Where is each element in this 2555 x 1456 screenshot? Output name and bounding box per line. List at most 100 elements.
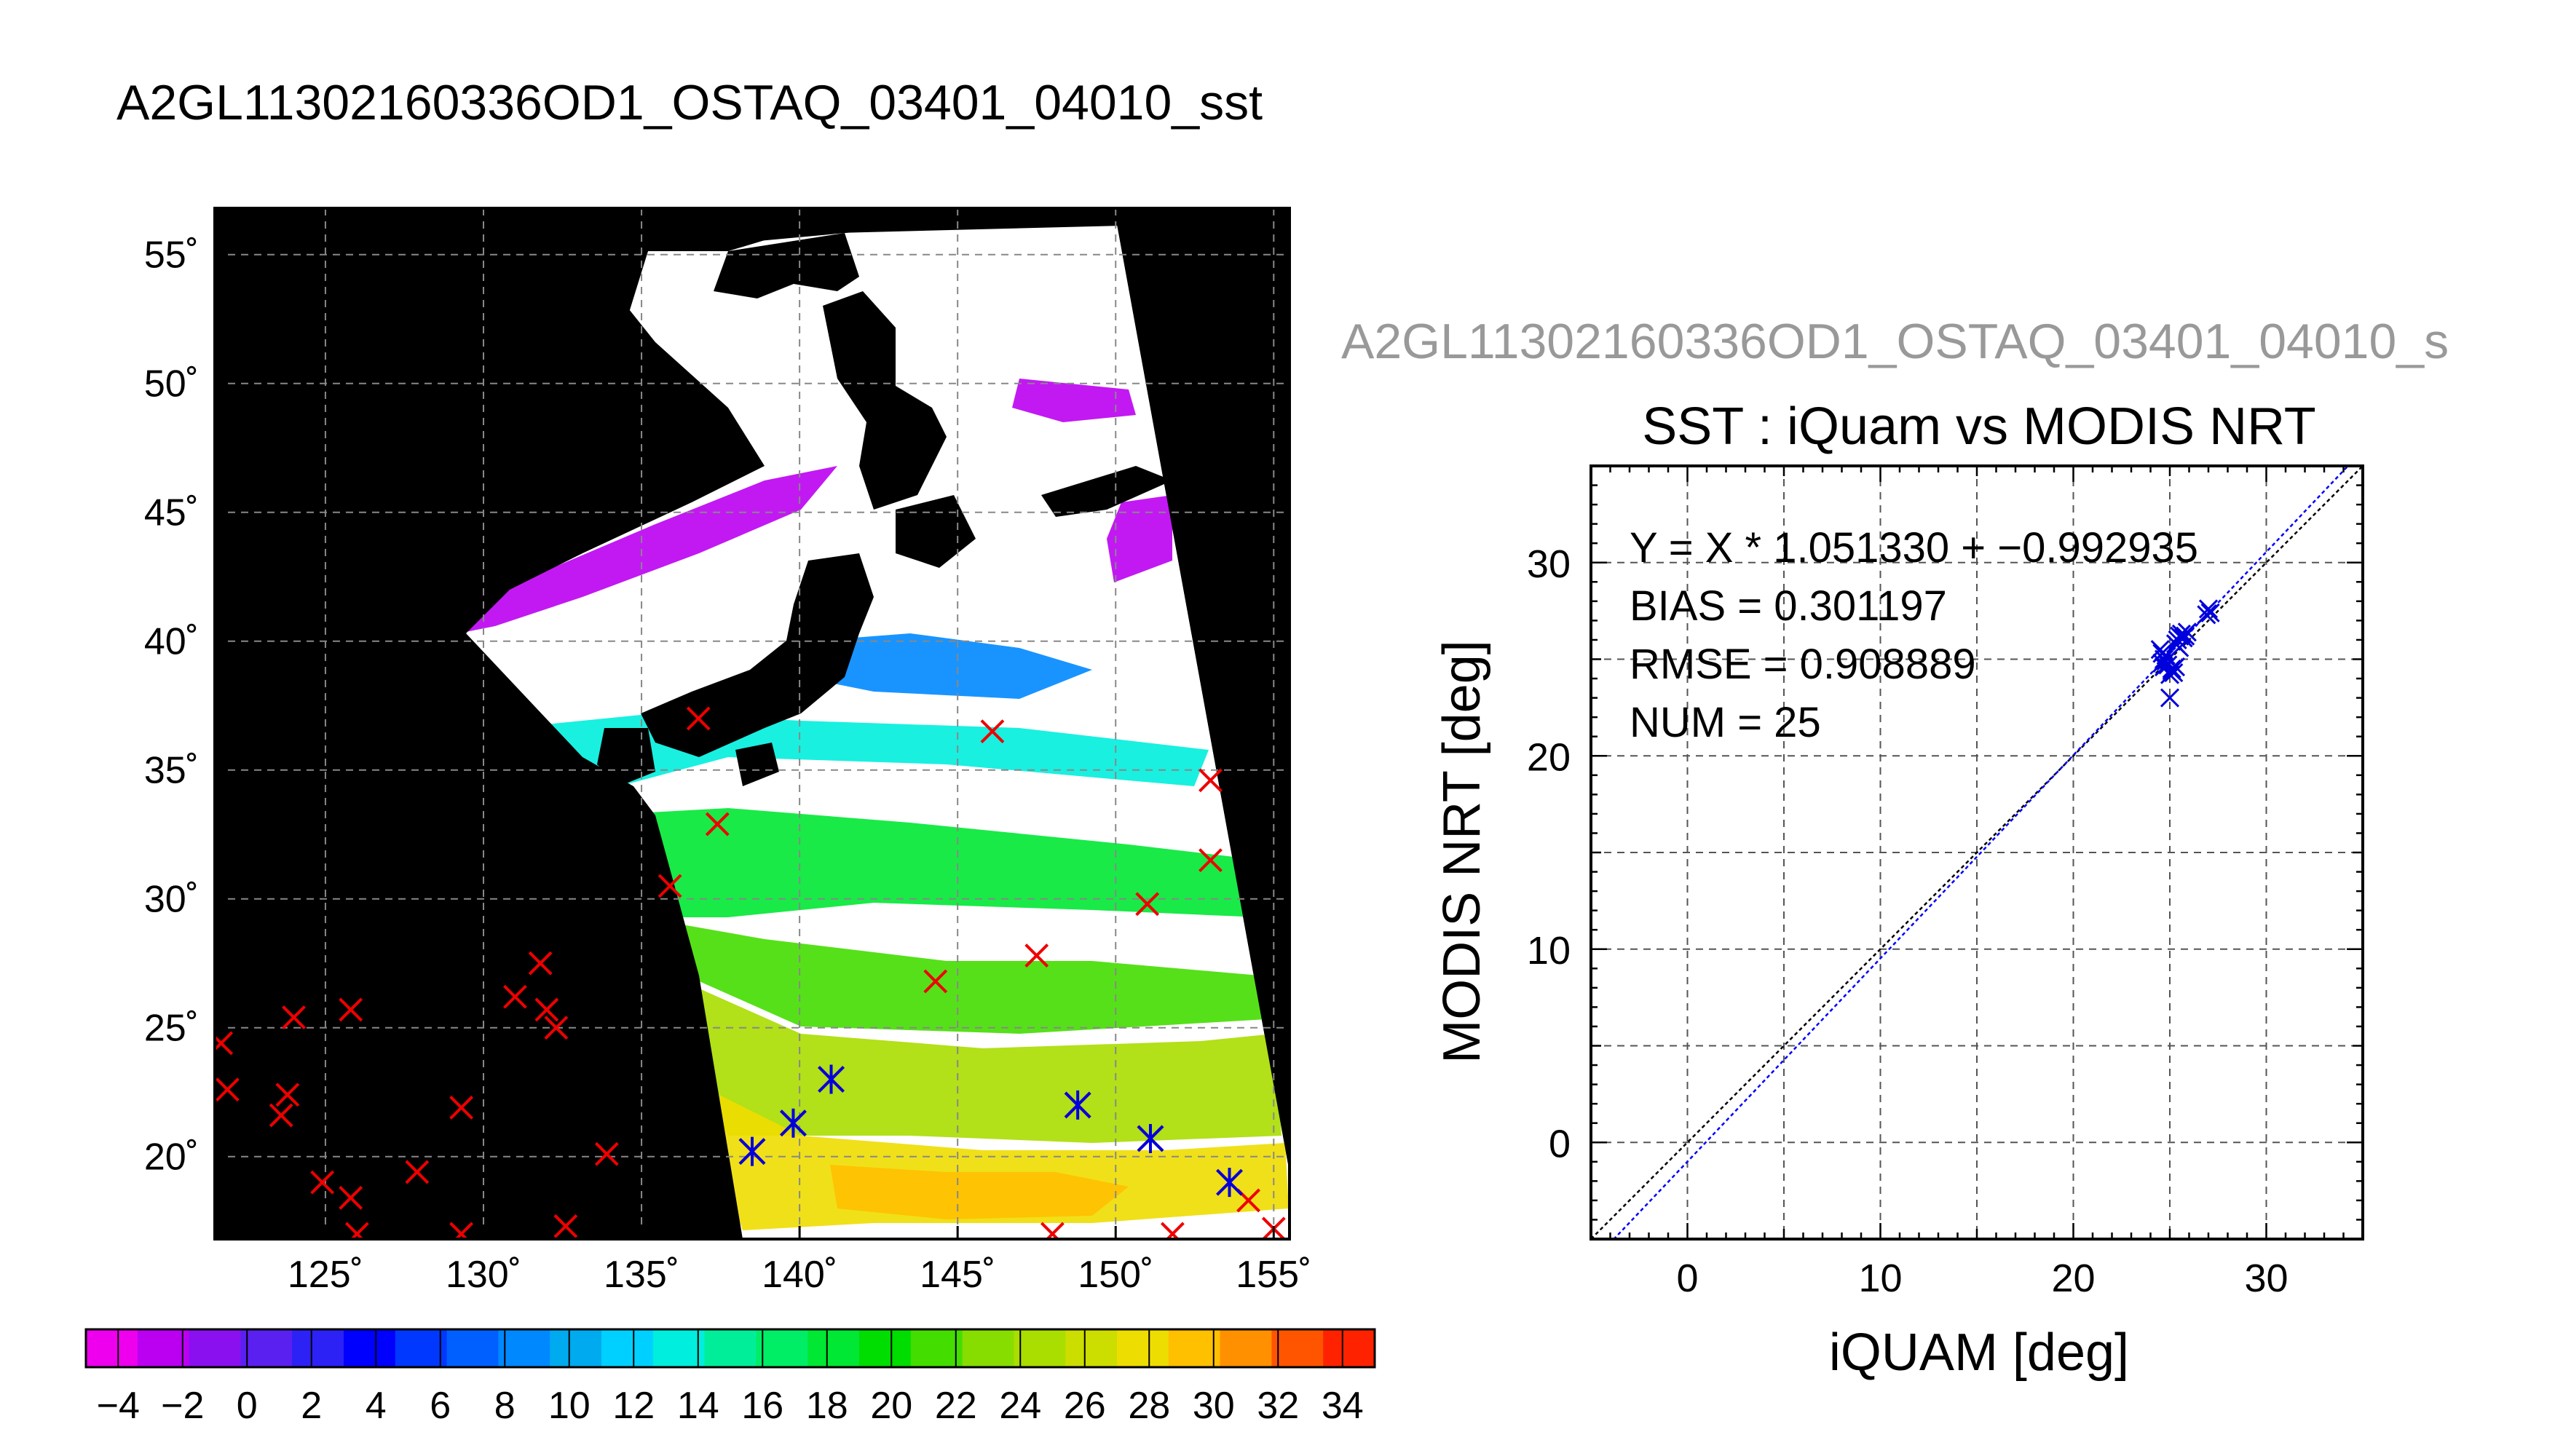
unmatched-point: [344, 1222, 369, 1239]
colorbar-swatch: [652, 1329, 706, 1367]
colorbar-swatch: [86, 1329, 138, 1367]
colorbar: −4 −2 0 2 4 6 8 10 12 14 16 18 20 22 24 26 28 30 32 34: [84, 1328, 1376, 1427]
colorbar-swatch: [395, 1329, 448, 1367]
colorbar-label: 28: [1128, 1385, 1170, 1427]
unmatched-point: [544, 1016, 569, 1040]
sst-region-okhotsk: [1012, 379, 1136, 422]
unmatched-point: [1024, 943, 1049, 968]
map-lat-label: 45˚: [144, 492, 199, 534]
map-gridlines: [215, 208, 1290, 1239]
map-lat-label: 20˚: [144, 1136, 199, 1179]
map-lon-label: 145˚: [920, 1254, 995, 1296]
unmatched-point: [528, 951, 553, 976]
colorbar-swatch: [1065, 1329, 1118, 1367]
colorbar-swatch: [1220, 1329, 1272, 1367]
map-lon-label: 155˚: [1236, 1254, 1311, 1296]
colorbar-label: 30: [1193, 1385, 1235, 1427]
colorbar-label: 10: [548, 1385, 591, 1427]
colorbar-swatch: [704, 1329, 757, 1367]
unmatched-point: [1135, 892, 1160, 917]
colorbar-label: 12: [612, 1385, 655, 1427]
matched-point-star: [1216, 1168, 1243, 1198]
colorbar-swatch: [1168, 1329, 1221, 1367]
colorbar-swatch: [962, 1329, 1014, 1367]
colorbar-swatch: [859, 1329, 912, 1367]
colorbar-swatch: [344, 1329, 396, 1367]
unmatched-point: [1040, 1222, 1065, 1239]
colorbar-swatch: [446, 1329, 499, 1367]
colorbar-label: 24: [999, 1385, 1041, 1427]
unmatched-point: [449, 1222, 474, 1239]
colorbar-swatch: [137, 1329, 190, 1367]
colorbar-swatch: [240, 1329, 293, 1367]
scatter-point: [2176, 626, 2195, 646]
colorbar-label: 22: [935, 1385, 977, 1427]
unmatched-point: [923, 969, 948, 994]
colorbar-swatch: [807, 1329, 860, 1367]
scatter-x-label: 30: [2244, 1257, 2288, 1300]
colorbar-swatch: [1117, 1329, 1169, 1367]
map-lon-label: 135˚: [604, 1254, 679, 1296]
colorbar-label: −2: [161, 1385, 204, 1427]
colorbar-label: 14: [677, 1385, 719, 1427]
colorbar-label: 16: [741, 1385, 783, 1427]
scatter-point: [2162, 659, 2181, 678]
land-sakhalin: [823, 291, 947, 510]
colorbar-label: 0: [237, 1385, 258, 1427]
sst-region-kuril: [1107, 495, 1172, 582]
unmatched-point: [1160, 1222, 1185, 1239]
scatter-x-label: 10: [1858, 1257, 1902, 1300]
map-lon-label: 125˚: [288, 1254, 363, 1296]
scatter-point: [2177, 622, 2197, 642]
scatter-point: [2160, 665, 2180, 684]
main-title: A2GL11302160336OD1_OSTAQ_03401_04010_sst: [117, 75, 1263, 130]
scatter-annotation: Y = X * 1.051330 + −0.992935: [1630, 524, 2198, 571]
scatter-y-label: 30: [1527, 542, 1571, 586]
unmatched-point: [594, 1142, 619, 1166]
scatter-y-label: 10: [1527, 929, 1571, 973]
matched-point-star: [780, 1108, 807, 1138]
scatter-y-label: 20: [1527, 735, 1571, 779]
unmatched-point: [1198, 848, 1223, 873]
colorbar-swatch: [1271, 1329, 1324, 1367]
scatter-annotations: Y = X * 1.051330 + −0.992935 BIAS = 0.301…: [1630, 524, 2198, 746]
unmatched-point: [405, 1160, 430, 1184]
colorbar-label: 18: [806, 1385, 848, 1427]
map-lon-label: 130˚: [446, 1254, 521, 1296]
land-hokkaido: [896, 495, 976, 568]
matched-point-star: [1064, 1090, 1091, 1120]
unmatched-point: [1198, 768, 1223, 793]
map-lat-label: 30˚: [144, 879, 199, 921]
map-lat-label: 55˚: [144, 234, 199, 277]
scatter-annotation: BIAS = 0.301197: [1630, 582, 1947, 630]
colorbar-swatch: [601, 1329, 654, 1367]
scatter-annotation: RMSE = 0.908889: [1630, 641, 1976, 688]
matched-markers: [738, 1064, 1243, 1198]
scatter-ticks: [1590, 464, 2364, 1241]
unmatched-point: [339, 997, 363, 1022]
map-lat-label: 50˚: [144, 363, 199, 405]
colorbar-label: 20: [870, 1385, 912, 1427]
scatter-point: [2197, 605, 2216, 625]
sst-region-subtropical-north: [597, 808, 1260, 917]
scatter-x-label: 0: [1676, 1257, 1698, 1300]
unmatched-point: [275, 1083, 300, 1107]
colorbar-swatch: [292, 1329, 344, 1367]
map-lat-label: 25˚: [144, 1008, 199, 1050]
scatter-points: [2150, 599, 2220, 708]
unmatched-point: [553, 1214, 578, 1238]
colorbar-swatch: [910, 1329, 963, 1367]
unmatched-point: [269, 1103, 293, 1128]
colorbar-frame: [84, 1328, 1376, 1369]
sst-region-sea-of-japan: [466, 466, 837, 632]
land-kyushu: [597, 728, 655, 786]
scatter-ylabel: MODIS NRT [deg]: [1433, 640, 1491, 1064]
scatter-plot-area: [1591, 466, 2363, 1239]
unmatched-point: [215, 1077, 240, 1102]
colorbar-label: 32: [1257, 1385, 1299, 1427]
land-kuril-islands: [1041, 466, 1172, 517]
unmatched-point: [215, 1031, 234, 1056]
unmatched-point: [310, 1170, 335, 1195]
land-asia: [215, 208, 1121, 1239]
